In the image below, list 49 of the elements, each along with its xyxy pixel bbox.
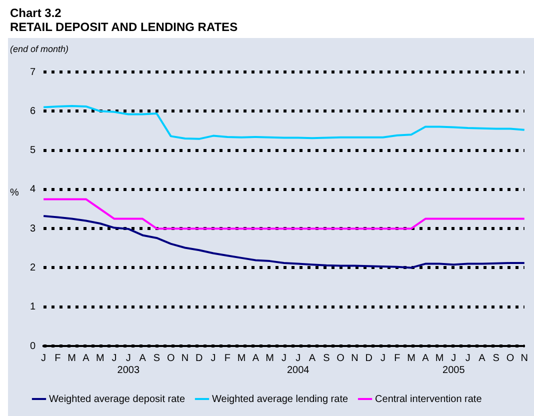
- y-axis-title: %: [10, 187, 19, 198]
- x-tick-label: S: [323, 352, 330, 364]
- x-tick-label: F: [224, 352, 230, 364]
- x-tick-label: J: [210, 352, 216, 364]
- x-tick-label: A: [82, 352, 90, 364]
- x-tick-label: J: [41, 352, 46, 364]
- x-tick-label: F: [394, 352, 400, 364]
- x-tick-label: O: [336, 352, 345, 364]
- x-tick-label: M: [96, 352, 104, 364]
- x-tick-label: J: [465, 352, 470, 364]
- x-tick-label: M: [237, 352, 246, 364]
- x-tick-label: J: [112, 352, 117, 364]
- x-tick-label: A: [422, 352, 430, 364]
- chart-subtitle: (end of month): [10, 44, 69, 54]
- x-tick-label: S: [492, 352, 500, 364]
- x-tick-label: D: [196, 352, 203, 364]
- x-tick-label: J: [380, 352, 386, 364]
- x-tick-label: J 2005: [442, 352, 466, 376]
- x-tick-label: N: [181, 352, 189, 364]
- y-tick-label: 4: [30, 184, 36, 196]
- legend-label: Weighted average lending rate: [212, 394, 348, 405]
- x-tick-label: A: [252, 352, 260, 364]
- y-tick-label: 1: [30, 302, 36, 313]
- x-tick-label: A: [478, 352, 486, 364]
- y-tick-label: 7: [30, 66, 36, 78]
- y-tick-label: 5: [30, 145, 36, 156]
- x-tick-label: O: [166, 352, 175, 364]
- y-tick-label: 0: [30, 340, 36, 352]
- x-tick-label: J 2003: [117, 352, 140, 376]
- x-tick-label: A: [308, 352, 316, 364]
- y-tick-label: 2: [30, 262, 36, 274]
- x-tick-label: S: [153, 352, 160, 364]
- x-tick-label: N: [520, 352, 528, 364]
- y-tick-label: 6: [30, 106, 36, 117]
- chart-title: Chart 3.2 RETAIL DEPOSIT AND LENDING RATES: [10, 6, 238, 34]
- x-tick-label: M: [68, 352, 76, 364]
- x-tick-label: M: [407, 352, 416, 364]
- x-tick-label: J 2004: [286, 352, 310, 376]
- x-tick-label: A: [139, 352, 146, 364]
- legend-label: Central intervention rate: [375, 394, 482, 405]
- x-tick-label: D: [365, 352, 372, 364]
- x-tick-label: F: [54, 352, 61, 364]
- x-tick-label: M: [266, 352, 274, 364]
- x-tick-label: N: [351, 352, 358, 364]
- y-tick-label: 3: [30, 223, 36, 234]
- x-tick-label: J: [281, 352, 286, 364]
- legend-label: Weighted average deposit rate: [49, 394, 186, 405]
- x-tick-label: M: [435, 352, 444, 364]
- x-tick-label: O: [506, 352, 514, 364]
